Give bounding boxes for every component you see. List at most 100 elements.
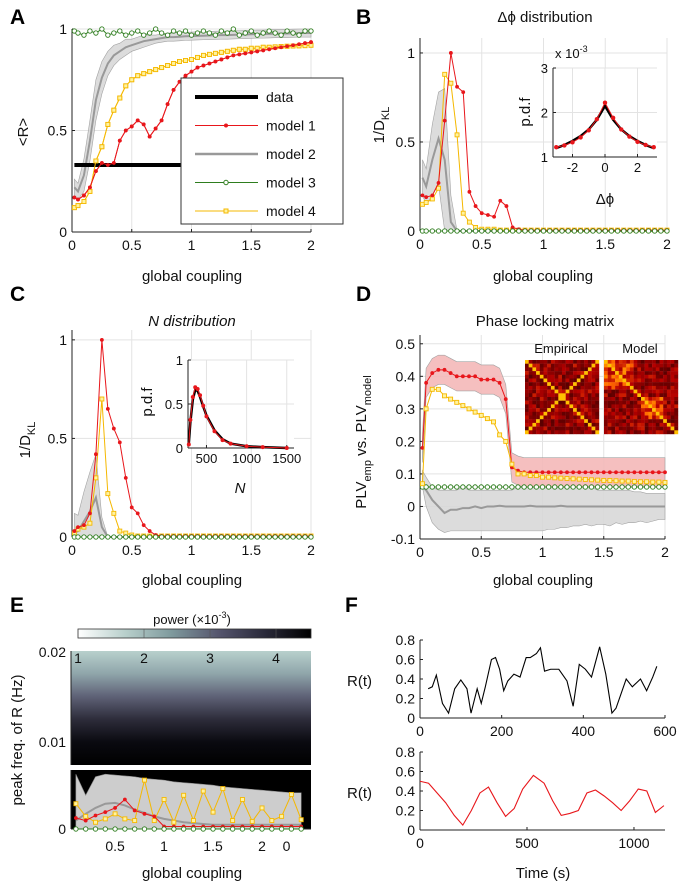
matrix-cell [659, 400, 664, 405]
matrix-cell [611, 360, 616, 364]
matrix-cell [595, 393, 600, 398]
matrix-cell [641, 385, 645, 390]
matrix-cell [655, 382, 660, 387]
matrix-cell [584, 367, 589, 372]
matrix-cell [607, 411, 612, 416]
matrix-cell [543, 411, 548, 416]
matrix-cell [670, 389, 675, 394]
model4-point [435, 386, 441, 392]
matrix-cell [659, 389, 664, 394]
model1-point [486, 213, 490, 217]
matrix-cell [644, 378, 649, 383]
matrix-cell [547, 422, 552, 427]
x-tick-label: 1 [188, 542, 196, 558]
model1-point [165, 102, 170, 107]
model3-point [539, 484, 546, 490]
model3-point [588, 484, 595, 490]
model4-point [230, 818, 236, 824]
model4-point [200, 788, 206, 794]
model3-point [308, 28, 314, 34]
matrix-cell [573, 374, 577, 379]
matrix-cell [652, 378, 656, 383]
x-tick-label: 1.5 [596, 236, 616, 252]
model3-point [664, 228, 670, 234]
model4-point [87, 520, 93, 526]
matrix-cell [615, 374, 619, 379]
model3-point [429, 228, 435, 234]
matrix-cell [626, 422, 631, 427]
model4-point [570, 476, 576, 482]
matrix-cell [543, 389, 548, 394]
model4-point [436, 185, 441, 191]
matrix-cell [659, 363, 664, 368]
matrix-cell [611, 389, 616, 394]
model1-point [503, 397, 508, 401]
matrix-cell [528, 371, 533, 375]
x-tick-label: 200 [490, 723, 514, 739]
matrix-cell [663, 374, 668, 379]
model3-point [200, 826, 206, 832]
matrix-cell [615, 363, 619, 368]
matrix-cell [539, 400, 544, 405]
matrix-cell [663, 426, 668, 431]
model1-point [76, 197, 80, 202]
matrix-cell [644, 393, 649, 398]
ylabel-sub: KL [26, 422, 38, 435]
model1-point [570, 140, 575, 145]
matrix-cell [536, 419, 540, 424]
matrix-cell [666, 411, 671, 416]
model4-point [509, 461, 515, 467]
panel-b-inset-scale: x 10-3 [555, 44, 588, 61]
model1-point [546, 470, 551, 475]
matrix-cell [573, 382, 577, 387]
model4-point [206, 51, 212, 57]
matrix-cell [604, 415, 608, 420]
matrix-cell [637, 419, 642, 424]
matrix-cell [525, 430, 529, 435]
model4-point [448, 80, 454, 86]
model1-point [279, 45, 284, 50]
model1-point [183, 73, 188, 78]
matrix-cell [626, 400, 631, 405]
matrix-cell [615, 367, 619, 372]
model4-point [93, 158, 99, 164]
model3-point [254, 32, 260, 38]
model4-point [259, 805, 265, 811]
matrix-cell [532, 389, 537, 394]
model4-point [171, 819, 177, 825]
matrix-cell [622, 400, 627, 405]
matrix-cell [565, 426, 570, 431]
panel-d-xlabel: global coupling [493, 572, 593, 589]
model1-point [171, 88, 176, 92]
model3-point [621, 228, 627, 234]
scale-exp: -3 [580, 44, 588, 54]
model1-point [220, 438, 225, 443]
model1-point [473, 204, 478, 208]
model3-point [490, 484, 497, 490]
data-line [427, 646, 658, 715]
model3-point [182, 534, 189, 540]
model3-point [429, 484, 435, 490]
matrix-cell [648, 400, 653, 405]
matrix-cell [595, 426, 600, 431]
matrix-cell [550, 430, 555, 435]
y-tick-label: 0.1 [396, 466, 416, 482]
model4-point [210, 809, 216, 815]
panel-letter-f: F [345, 594, 358, 617]
matrix-cell [659, 360, 664, 364]
model3-point [239, 826, 246, 832]
y-tick-label: 0.5 [48, 430, 68, 446]
matrix-cell [611, 363, 616, 368]
matrix-cell [633, 363, 638, 368]
matrix-cell [637, 382, 642, 387]
matrix-cell [637, 422, 642, 427]
matrix-cell [663, 422, 668, 427]
matrix-cell [674, 378, 679, 383]
matrix-cell [565, 385, 570, 390]
matrix-cell [607, 400, 612, 405]
legend-marker [224, 123, 228, 128]
model4-point [161, 797, 167, 802]
matrix-cell [573, 415, 577, 420]
model3-point [571, 228, 578, 234]
model4-point [533, 473, 539, 479]
